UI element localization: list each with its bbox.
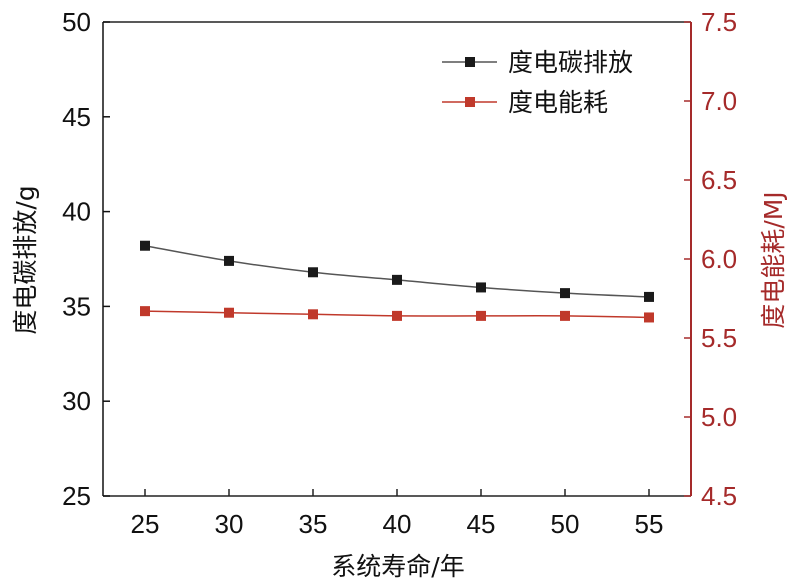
right-tick-label: 7.0 (701, 86, 737, 116)
data-point-series-1 (560, 310, 570, 321)
legend: 度电碳排放 度电能耗 (442, 48, 633, 117)
left-tick-label: 35 (62, 291, 91, 321)
series-line-0 (144, 244, 650, 298)
left-tick-label: 40 (62, 197, 91, 227)
data-point-series-0 (308, 267, 318, 278)
data-point-series-0 (140, 240, 150, 251)
data-point-series-0 (560, 288, 570, 299)
right-tick-label: 7.5 (701, 7, 737, 37)
legend-marker-energy (465, 97, 475, 107)
data-point-series-0 (392, 274, 402, 285)
legend-item-energy: 度电能耗 (442, 88, 608, 117)
data-point-series-1 (224, 307, 234, 318)
left-axis-ticks: 25 30 35 40 45 50 (62, 7, 110, 511)
legend-item-carbon: 度电碳排放 (442, 48, 633, 77)
data-point-series-1 (392, 310, 402, 321)
left-tick-label: 25 (62, 481, 91, 511)
left-axis-title: 度电碳排放/g (11, 185, 40, 334)
left-tick-label: 50 (62, 7, 91, 37)
bottom-tick-label: 40 (383, 509, 412, 539)
series-markers (140, 240, 654, 323)
bottom-axis-title: 系统寿命/年 (331, 552, 464, 581)
data-point-series-1 (140, 306, 150, 317)
left-tick-label: 45 (62, 102, 91, 132)
legend-label-carbon: 度电碳排放 (508, 48, 633, 77)
right-tick-label: 4.5 (701, 481, 737, 511)
right-tick-label: 5.5 (701, 323, 737, 353)
right-tick-label: 5.0 (701, 402, 737, 432)
legend-marker-carbon (465, 57, 475, 67)
bottom-tick-label: 45 (467, 509, 496, 539)
data-point-series-0 (476, 282, 486, 293)
data-point-series-0 (224, 255, 234, 266)
bottom-tick-label: 55 (635, 509, 664, 539)
right-tick-label: 6.0 (701, 244, 737, 274)
legend-label-energy: 度电能耗 (508, 88, 608, 117)
left-tick-label: 30 (62, 386, 91, 416)
bottom-axis-ticks: 25 30 35 40 45 50 55 (131, 489, 664, 539)
right-tick-label: 6.5 (701, 165, 737, 195)
bottom-tick-label: 35 (299, 509, 328, 539)
data-point-series-1 (308, 309, 318, 320)
bottom-tick-label: 30 (215, 509, 244, 539)
right-axis-ticks: 4.5 5.0 5.5 6.0 6.5 7.0 7.5 (684, 7, 737, 511)
bottom-tick-label: 25 (131, 509, 160, 539)
right-axis-title: 度电能耗/MJ (759, 191, 788, 328)
data-point-series-1 (644, 312, 654, 323)
bottom-tick-label: 50 (551, 509, 580, 539)
data-point-series-0 (644, 291, 654, 302)
data-point-series-1 (476, 310, 486, 321)
